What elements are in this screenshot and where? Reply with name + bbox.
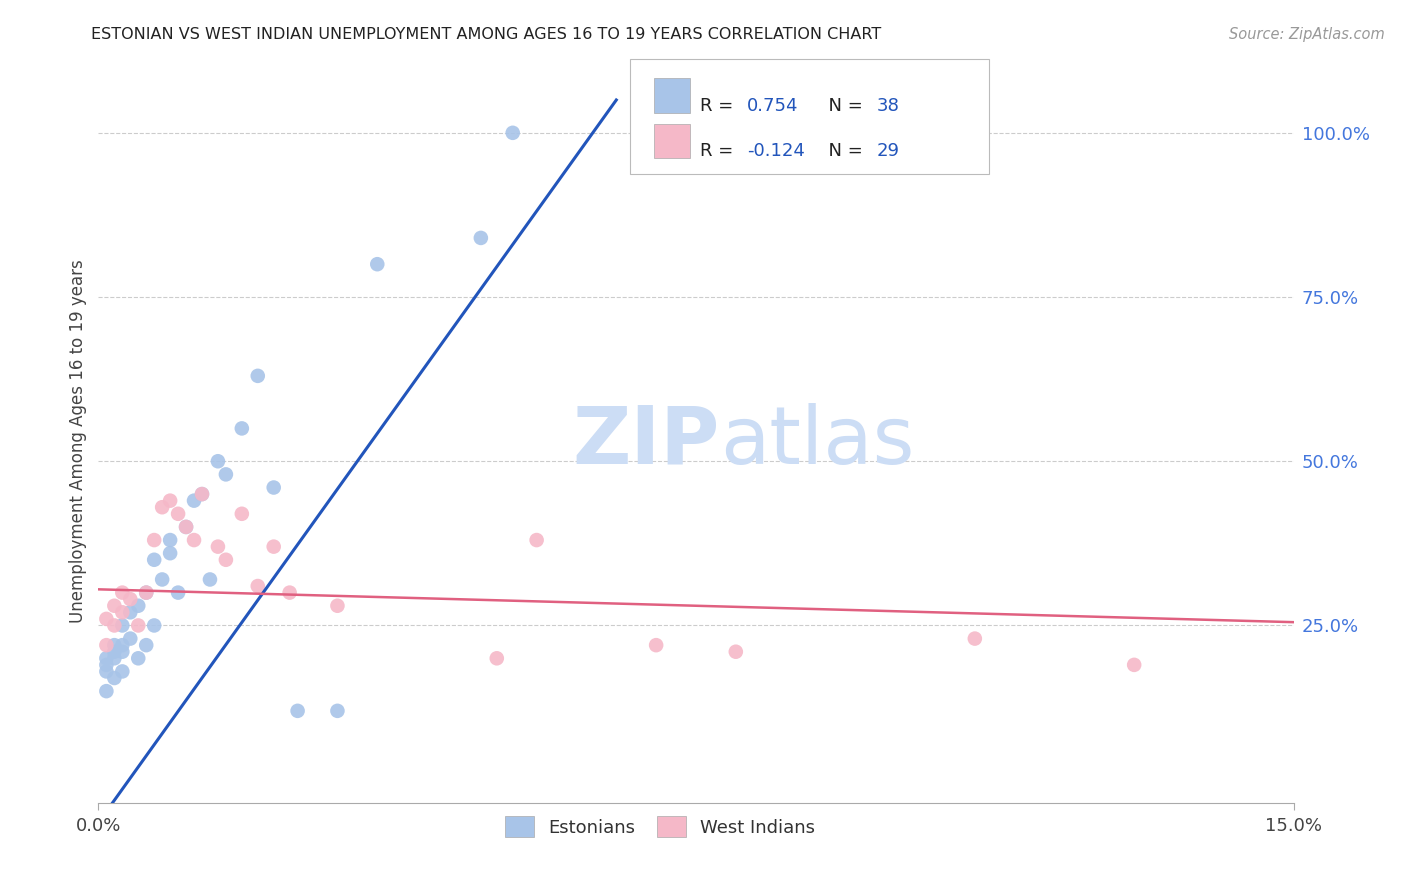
Legend: Estonians, West Indians: Estonians, West Indians (498, 809, 823, 845)
Point (96, 638, 118, 652)
Point (96, 612, 118, 626)
Point (183, 533, 205, 547)
Point (135, 638, 157, 652)
Text: Source: ZipAtlas.com: Source: ZipAtlas.com (1229, 27, 1385, 42)
Point (96, 665, 118, 679)
Point (246, 579, 269, 593)
Point (278, 585, 301, 599)
Text: N =: N = (817, 142, 868, 160)
Point (120, 592, 142, 607)
Point (174, 520, 197, 534)
Point (526, 533, 548, 547)
Point (96, 684, 118, 698)
Text: 29: 29 (876, 142, 900, 160)
Point (231, 507, 253, 521)
Point (96, 651, 118, 665)
Point (198, 573, 221, 587)
Point (127, 618, 149, 632)
Point (326, 599, 349, 613)
Point (103, 638, 125, 652)
Point (207, 454, 229, 468)
Point (111, 645, 134, 659)
Point (159, 546, 181, 560)
Text: ZIP: ZIP (572, 402, 720, 481)
Point (215, 553, 238, 567)
Point (111, 605, 134, 619)
Point (135, 585, 157, 599)
Point (183, 493, 205, 508)
Point (326, 704, 349, 718)
Point (1123, 657, 1146, 672)
Point (263, 481, 285, 495)
Point (159, 493, 181, 508)
Point (111, 585, 134, 599)
Point (135, 585, 157, 599)
Point (167, 585, 190, 599)
Point (246, 368, 269, 383)
FancyBboxPatch shape (654, 78, 690, 112)
Text: atlas: atlas (720, 402, 914, 481)
Point (103, 671, 125, 685)
Point (150, 500, 173, 515)
Point (366, 257, 388, 271)
Point (111, 618, 134, 632)
Y-axis label: Unemployment Among Ages 16 to 19 years: Unemployment Among Ages 16 to 19 years (69, 260, 87, 624)
Point (724, 645, 747, 659)
Point (150, 573, 173, 587)
Point (207, 540, 229, 554)
Point (120, 632, 142, 646)
Point (103, 651, 125, 665)
Point (470, 231, 492, 245)
Text: ESTONIAN VS WEST INDIAN UNEMPLOYMENT AMONG AGES 16 TO 19 YEARS CORRELATION CHART: ESTONIAN VS WEST INDIAN UNEMPLOYMENT AMO… (91, 27, 882, 42)
Point (143, 618, 166, 632)
Point (96, 657, 118, 672)
Text: N =: N = (817, 96, 868, 114)
Point (111, 638, 134, 652)
Point (191, 487, 214, 501)
Text: 38: 38 (876, 96, 900, 114)
Point (174, 520, 197, 534)
Point (143, 553, 166, 567)
Point (263, 540, 285, 554)
Point (645, 638, 668, 652)
Point (103, 645, 125, 659)
Text: -0.124: -0.124 (748, 142, 806, 160)
Point (120, 605, 142, 619)
Point (127, 599, 149, 613)
Point (231, 421, 253, 435)
Point (103, 599, 125, 613)
Point (502, 126, 524, 140)
Text: R =: R = (700, 96, 738, 114)
Point (215, 467, 238, 482)
Point (127, 651, 149, 665)
Point (963, 632, 986, 646)
Point (191, 487, 214, 501)
Point (287, 704, 309, 718)
Point (111, 665, 134, 679)
Point (143, 533, 166, 547)
Text: 0.754: 0.754 (748, 96, 799, 114)
Point (485, 651, 508, 665)
FancyBboxPatch shape (654, 124, 690, 158)
Point (103, 618, 125, 632)
Point (159, 533, 181, 547)
Text: R =: R = (700, 142, 738, 160)
FancyBboxPatch shape (630, 59, 988, 174)
Point (167, 507, 190, 521)
